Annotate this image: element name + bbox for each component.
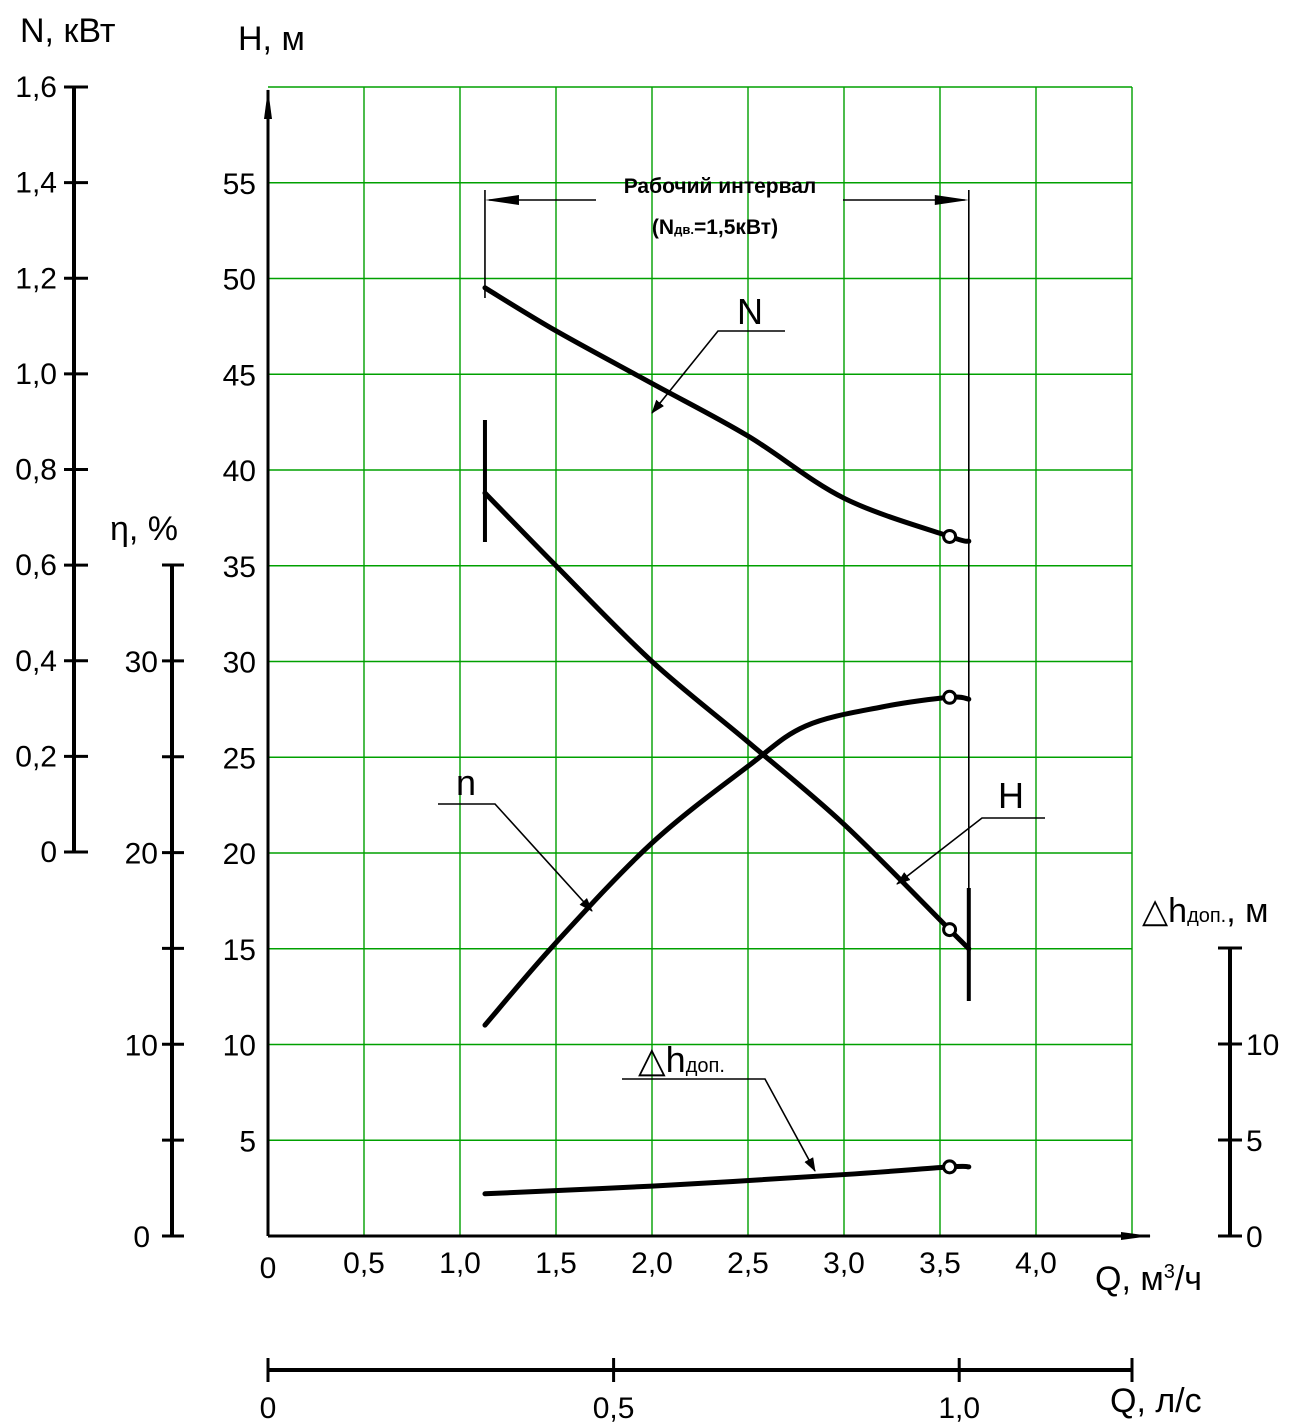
x-main-tick-label: 4,0 [1015,1247,1057,1280]
series-label-H: H [998,775,1024,816]
leader-n [438,803,593,912]
y-npsh-tick-label: 0 [1246,1221,1263,1254]
y-head-tick-label: 20 [223,838,256,871]
y-efficiency-title: η, % [110,510,178,548]
series-line-y_power [482,285,972,544]
y-power-tick-label: 1,4 [15,167,57,200]
x-main-title: Q, м3/ч [1095,1260,1202,1298]
x-secondary-tick-label: 0 [260,1392,277,1425]
y-power-tick-label: 0 [40,836,57,869]
y-head-tick-label: 25 [223,742,256,775]
series-label-n: n [456,762,476,803]
y-head-tick-label: 30 [223,647,256,680]
x-main-tick-label: 3,0 [823,1247,865,1280]
y-head-tick-label: 50 [223,264,256,297]
nominal-point-marker [942,922,958,938]
x-secondary-tick-label: 0,5 [593,1392,635,1425]
y-head-tick-label: 35 [223,551,256,584]
x-main-tick-label: 1,0 [439,1247,481,1280]
y-power-tick-label: 0,6 [15,549,57,582]
leader-H [896,817,1045,885]
y-power-title: N, кВт [20,12,115,50]
x-secondary-title: Q, л/с [1110,1382,1202,1420]
y-power-tick-label: 0,4 [15,645,57,678]
y-npsh-title: △hдоп., м [1142,892,1269,930]
series-label-N: N [737,291,763,332]
operating-interval-note: (Nдв.=1,5кВт) [652,216,778,239]
y-power-tick-label: 1,2 [15,262,57,295]
y-power-tick-label: 1,6 [15,71,57,104]
y-power-tick-label: 0,2 [15,740,57,773]
operating-interval-title: Рабочий интервал [624,175,817,198]
nominal-point-marker [942,1159,958,1175]
x-main-tick-label: 0,5 [343,1247,385,1280]
y-efficiency-tick-label: 10 [125,1029,158,1062]
leader-npsh [622,1078,816,1172]
y-head-tick-label: 55 [223,168,256,201]
curves [482,285,972,1197]
series-label-npsh: △hдоп. [638,1039,725,1080]
y-head-tick-label: 45 [223,359,256,392]
series-line-y_efficiency [482,694,972,1028]
x-main-tick-label: 2,0 [631,1247,673,1280]
y-head-tick-label: 10 [223,1030,256,1063]
interval-arrowhead-right [934,195,969,205]
interval-arrowhead-left [484,195,519,205]
grid [268,86,1133,1236]
x-secondary-tick-label: 1,0 [938,1392,980,1425]
x-main-tick-label: 0 [260,1252,277,1285]
x-main-tick-label: 1,5 [535,1247,577,1280]
nominal-point-marker [942,689,958,705]
series-line-y_head [482,490,972,952]
y-efficiency-tick-label: 30 [125,646,158,679]
y-power-tick-label: 0,8 [15,454,57,487]
y-npsh-tick-label: 5 [1246,1125,1263,1158]
leader-N [651,330,785,414]
y-head-tick-label: 40 [223,455,256,488]
annotations [438,190,1045,1172]
y-head-tick-label: 15 [223,934,256,967]
y-head-tick-label: 5 [239,1125,256,1158]
y-efficiency-tick-label: 0 [133,1221,150,1254]
x-main-tick-label: 3,5 [919,1247,961,1280]
series-line-y_npsh [482,1163,972,1197]
y-efficiency-tick-label: 20 [125,838,158,871]
y-power-tick-label: 1,0 [15,358,57,391]
y-npsh-tick-label: 10 [1246,1029,1279,1062]
y-head-title: H, м [238,20,305,58]
nominal-point-marker [942,528,958,544]
x-main-tick-label: 2,5 [727,1247,769,1280]
